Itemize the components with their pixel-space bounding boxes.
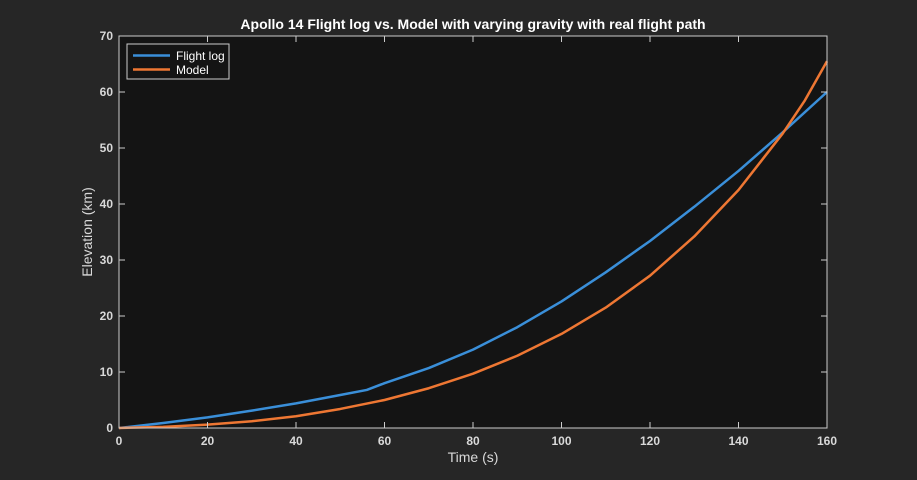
x-tick-label: 60	[378, 434, 392, 448]
x-tick-label: 80	[466, 434, 480, 448]
y-tick-label: 20	[100, 309, 114, 323]
x-tick-label: 120	[640, 434, 660, 448]
series-line-flight-log	[118, 91, 828, 430]
legend-box	[126, 43, 230, 80]
chart-title: Apollo 14 Flight log vs. Model with vary…	[240, 16, 705, 32]
x-tick-label: 100	[551, 434, 571, 448]
y-tick-label: 30	[100, 253, 114, 267]
x-tick-label: 140	[728, 434, 748, 448]
x-tick-label: 0	[116, 434, 123, 448]
legend[interactable]: Flight log Model	[126, 43, 230, 80]
y-tick-label: 40	[100, 197, 114, 211]
y-tick-label: 50	[100, 141, 114, 155]
y-tick-label: 70	[100, 29, 114, 43]
legend-label-flight-log: Flight log	[176, 49, 225, 63]
x-tick-label: 40	[289, 434, 303, 448]
plot-area	[119, 36, 827, 428]
series-layer	[118, 60, 829, 430]
y-tick-label: 0	[106, 421, 113, 435]
x-tick-label: 160	[817, 434, 837, 448]
legend-label-model: Model	[176, 63, 209, 77]
x-tick-label: 20	[201, 434, 215, 448]
y-tick-label: 60	[100, 85, 114, 99]
tick-layer: 0 20 40 60 80 100 120 140 160 0 10 20 30 40 50 60 70	[100, 29, 838, 448]
series-line-model	[118, 60, 829, 430]
y-axis-label: Elevation (km)	[79, 187, 95, 276]
y-tick-label: 10	[100, 365, 114, 379]
x-axis-label: Time (s)	[448, 449, 499, 465]
